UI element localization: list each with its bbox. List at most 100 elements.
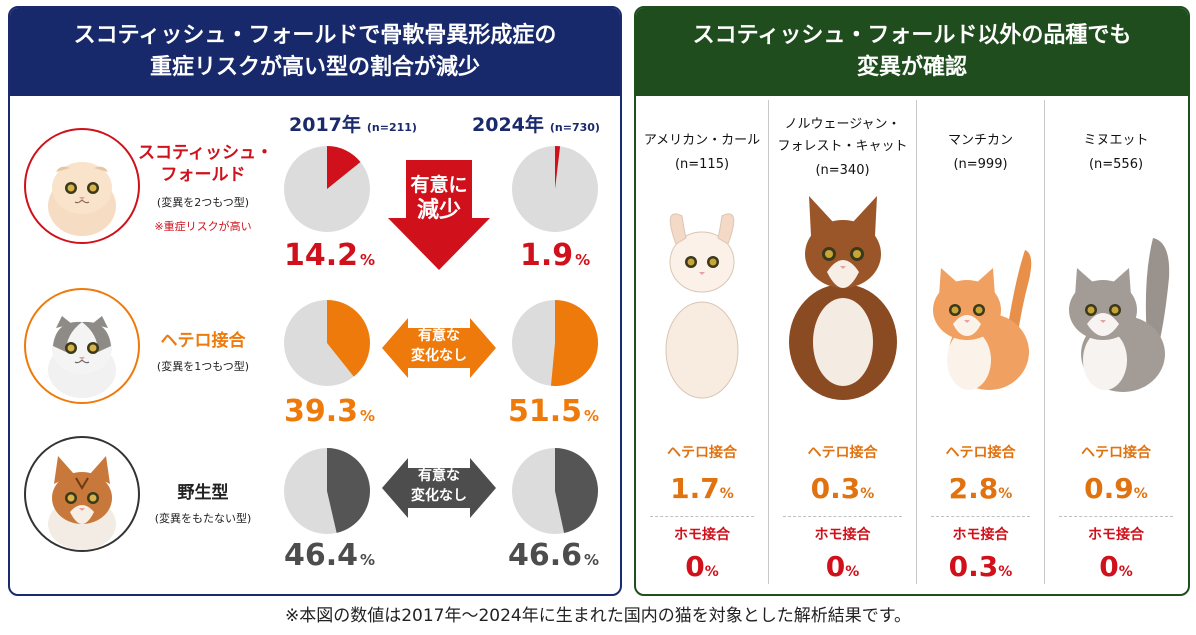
pct-unit: % [998, 564, 1013, 580]
group-sub-scottish-fold: (変異を2つもつ型) [156, 196, 250, 209]
hom-value-norwegian-forest-cat: 0% [769, 550, 916, 583]
arrow-label-homozygous-line2: 減少 [416, 198, 461, 223]
het-label-norwegian-forest-cat: ヘテロ接合 [807, 445, 878, 461]
hom-label-american-curl: ホモ接合 [674, 527, 730, 543]
pct-2024-wildtype: 46.6% [508, 538, 599, 573]
american-curl-icon [665, 213, 739, 399]
pie-slice-homozygous-2024 [555, 146, 561, 189]
arrow-label-wildtype-line2: 変化なし [411, 488, 467, 504]
dashed-divider [650, 516, 754, 517]
pct-unit: % [704, 564, 719, 580]
pct-2017-heterozygous-value: 39.3 [284, 394, 359, 429]
pie-slice-heterozygous-2017 [327, 300, 370, 377]
pie-slice-homozygous-2017 [327, 146, 361, 189]
breed-name-munchkin: マンチカン [947, 133, 1013, 148]
group-name-scottish-fold: スコティッシュ・ フォールド [138, 142, 273, 186]
norwegian-forest-cat-icon [789, 196, 897, 400]
year-2017-header: 2017年 (n=211) [289, 110, 417, 137]
pct-2024-homozygous: 1.9% [520, 238, 590, 273]
arrow-label-wildtype-line1: 有意な [418, 468, 460, 484]
left-title-line1: スコティッシュ・フォールドで骨軟骨異形成症の [73, 23, 557, 48]
pct-2017-homozygous-value: 14.2 [284, 238, 359, 273]
right-title-line1: スコティッシュ・フォールド以外の品種でも [692, 23, 1132, 48]
breed-column-american-curl: アメリカン・カール (n=115) ヘテロ接合 1.7% ホモ接合 0% [636, 92, 768, 586]
group-name-scottish-fold-line2: フォールド [160, 165, 246, 185]
pct-unit: % [860, 486, 875, 502]
pct-unit: % [719, 486, 734, 502]
het-value-munchkin: 2.8% [917, 472, 1044, 505]
het-value-minuet: 0.9% [1045, 472, 1187, 505]
breed-column-minuet: ミヌエット (n=556) ヘテロ接合 0.9% ホモ接合 0% [1045, 92, 1187, 586]
hom-value-minuet-num: 0 [1099, 550, 1119, 583]
dashed-divider [1059, 516, 1173, 517]
pct-unit: % [1118, 564, 1133, 580]
pct-2017-homozygous: 14.2% [284, 238, 375, 273]
pct-unit: % [1133, 486, 1148, 502]
hom-value-norwegian-forest-cat-num: 0 [825, 550, 846, 583]
pct-unit: % [575, 251, 591, 269]
het-label-minuet: ヘテロ接合 [1081, 445, 1151, 461]
year-2017-label: 2017年 [289, 114, 361, 136]
pie-slice-wildtype-2017 [327, 448, 370, 533]
pie-2017-homozygous [284, 146, 370, 232]
dashed-divider [783, 516, 902, 517]
hom-value-american-curl-num: 0 [685, 550, 705, 583]
group-sub-heterozygous: (変異を1つもつ型) [156, 360, 250, 373]
breed-column-norwegian-forest-cat: ノルウェージャン・ フォレスト・キャット (n=340) ヘテロ接合 0.3% … [769, 92, 916, 586]
pie-2017-heterozygous [284, 300, 370, 386]
het-value-american-curl: 1.7% [636, 472, 768, 505]
left-title-line2: 重症リスクが高い型の割合が減少 [149, 55, 480, 80]
group-name-heterozygous: ヘテロ接合 [160, 331, 246, 351]
hom-label-norwegian-forest-cat: ホモ接合 [814, 527, 871, 543]
column-divider [768, 100, 769, 584]
munchkin-icon [933, 250, 1032, 390]
minuet-icon [1069, 238, 1170, 392]
arrow-label-heterozygous-line1: 有意な [418, 328, 460, 344]
het-value-munchkin-num: 2.8 [948, 472, 999, 505]
het-value-minuet-num: 0.9 [1084, 472, 1134, 505]
footnote: ※本図の数値は2017年〜2024年に生まれた国内の猫を対象とした解析結果です。 [284, 606, 912, 626]
breed-name-norwegian-forest-cat-line1: ノルウェージャン・ [784, 117, 901, 132]
group-note-scottish-fold: ※重症リスクが高い [154, 220, 252, 233]
dashed-divider [931, 516, 1030, 517]
group-name-wildtype: 野生型 [177, 483, 229, 503]
hom-value-minuet: 0% [1045, 550, 1187, 583]
pct-unit: % [360, 551, 376, 569]
het-value-american-curl-num: 1.7 [670, 472, 720, 505]
pie-slice-heterozygous-2024 [550, 300, 598, 386]
right-panel-header: スコティッシュ・フォールド以外の品種でも 変異が確認 [636, 8, 1188, 96]
pct-2024-homozygous-value: 1.9 [520, 238, 574, 273]
breed-name-minuet: ミヌエット [1083, 133, 1149, 148]
het-label-american-curl: ヘテロ接合 [667, 445, 737, 461]
pct-2017-wildtype-value: 46.4 [284, 538, 359, 573]
column-divider [916, 100, 917, 584]
pct-unit: % [360, 407, 376, 425]
double-arrow-orange-icon [382, 318, 496, 378]
group-sub-wildtype: (変異をもたない型) [154, 512, 252, 525]
breed-column-munchkin: マンチカン (n=999) ヘテロ接合 2.8% ホモ接合 0.3% [917, 92, 1044, 586]
group-name-scottish-fold-line1: スコティッシュ・ [138, 143, 273, 163]
double-arrow-gray-icon [382, 458, 496, 518]
year-2017-n: (n=211) [366, 121, 417, 134]
breed-name-norwegian-forest-cat-line2: フォレスト・キャット [777, 139, 908, 154]
heterozygous-cat-icon [24, 288, 140, 404]
arrow-label-homozygous-line1: 有意に [410, 174, 468, 196]
hom-value-american-curl: 0% [636, 550, 768, 583]
pct-2017-heterozygous: 39.3% [284, 394, 375, 429]
arrow-label-heterozygous: 有意な 変化なし [382, 326, 496, 366]
het-label-munchkin: ヘテロ接合 [945, 445, 1016, 461]
pct-2024-heterozygous: 51.5% [508, 394, 599, 429]
pct-2024-wildtype-value: 46.6 [508, 538, 583, 573]
left-panel-header: スコティッシュ・フォールドで骨軟骨異形成症の 重症リスクが高い型の割合が減少 [10, 8, 620, 96]
year-2024-n: (n=730) [549, 121, 600, 134]
scottish-fold-cat-icon [24, 128, 140, 244]
pct-unit: % [998, 486, 1013, 502]
pct-unit: % [845, 564, 860, 580]
right-title-line2: 変異が確認 [856, 55, 967, 80]
pct-unit: % [584, 551, 600, 569]
year-2024-header: 2024年 (n=730) [472, 110, 600, 137]
column-divider [1044, 100, 1045, 584]
breed-n-minuet: (n=556) [1088, 157, 1144, 172]
het-value-norwegian-forest-cat-num: 0.3 [810, 472, 861, 505]
breed-n-munchkin: (n=999) [953, 157, 1008, 172]
